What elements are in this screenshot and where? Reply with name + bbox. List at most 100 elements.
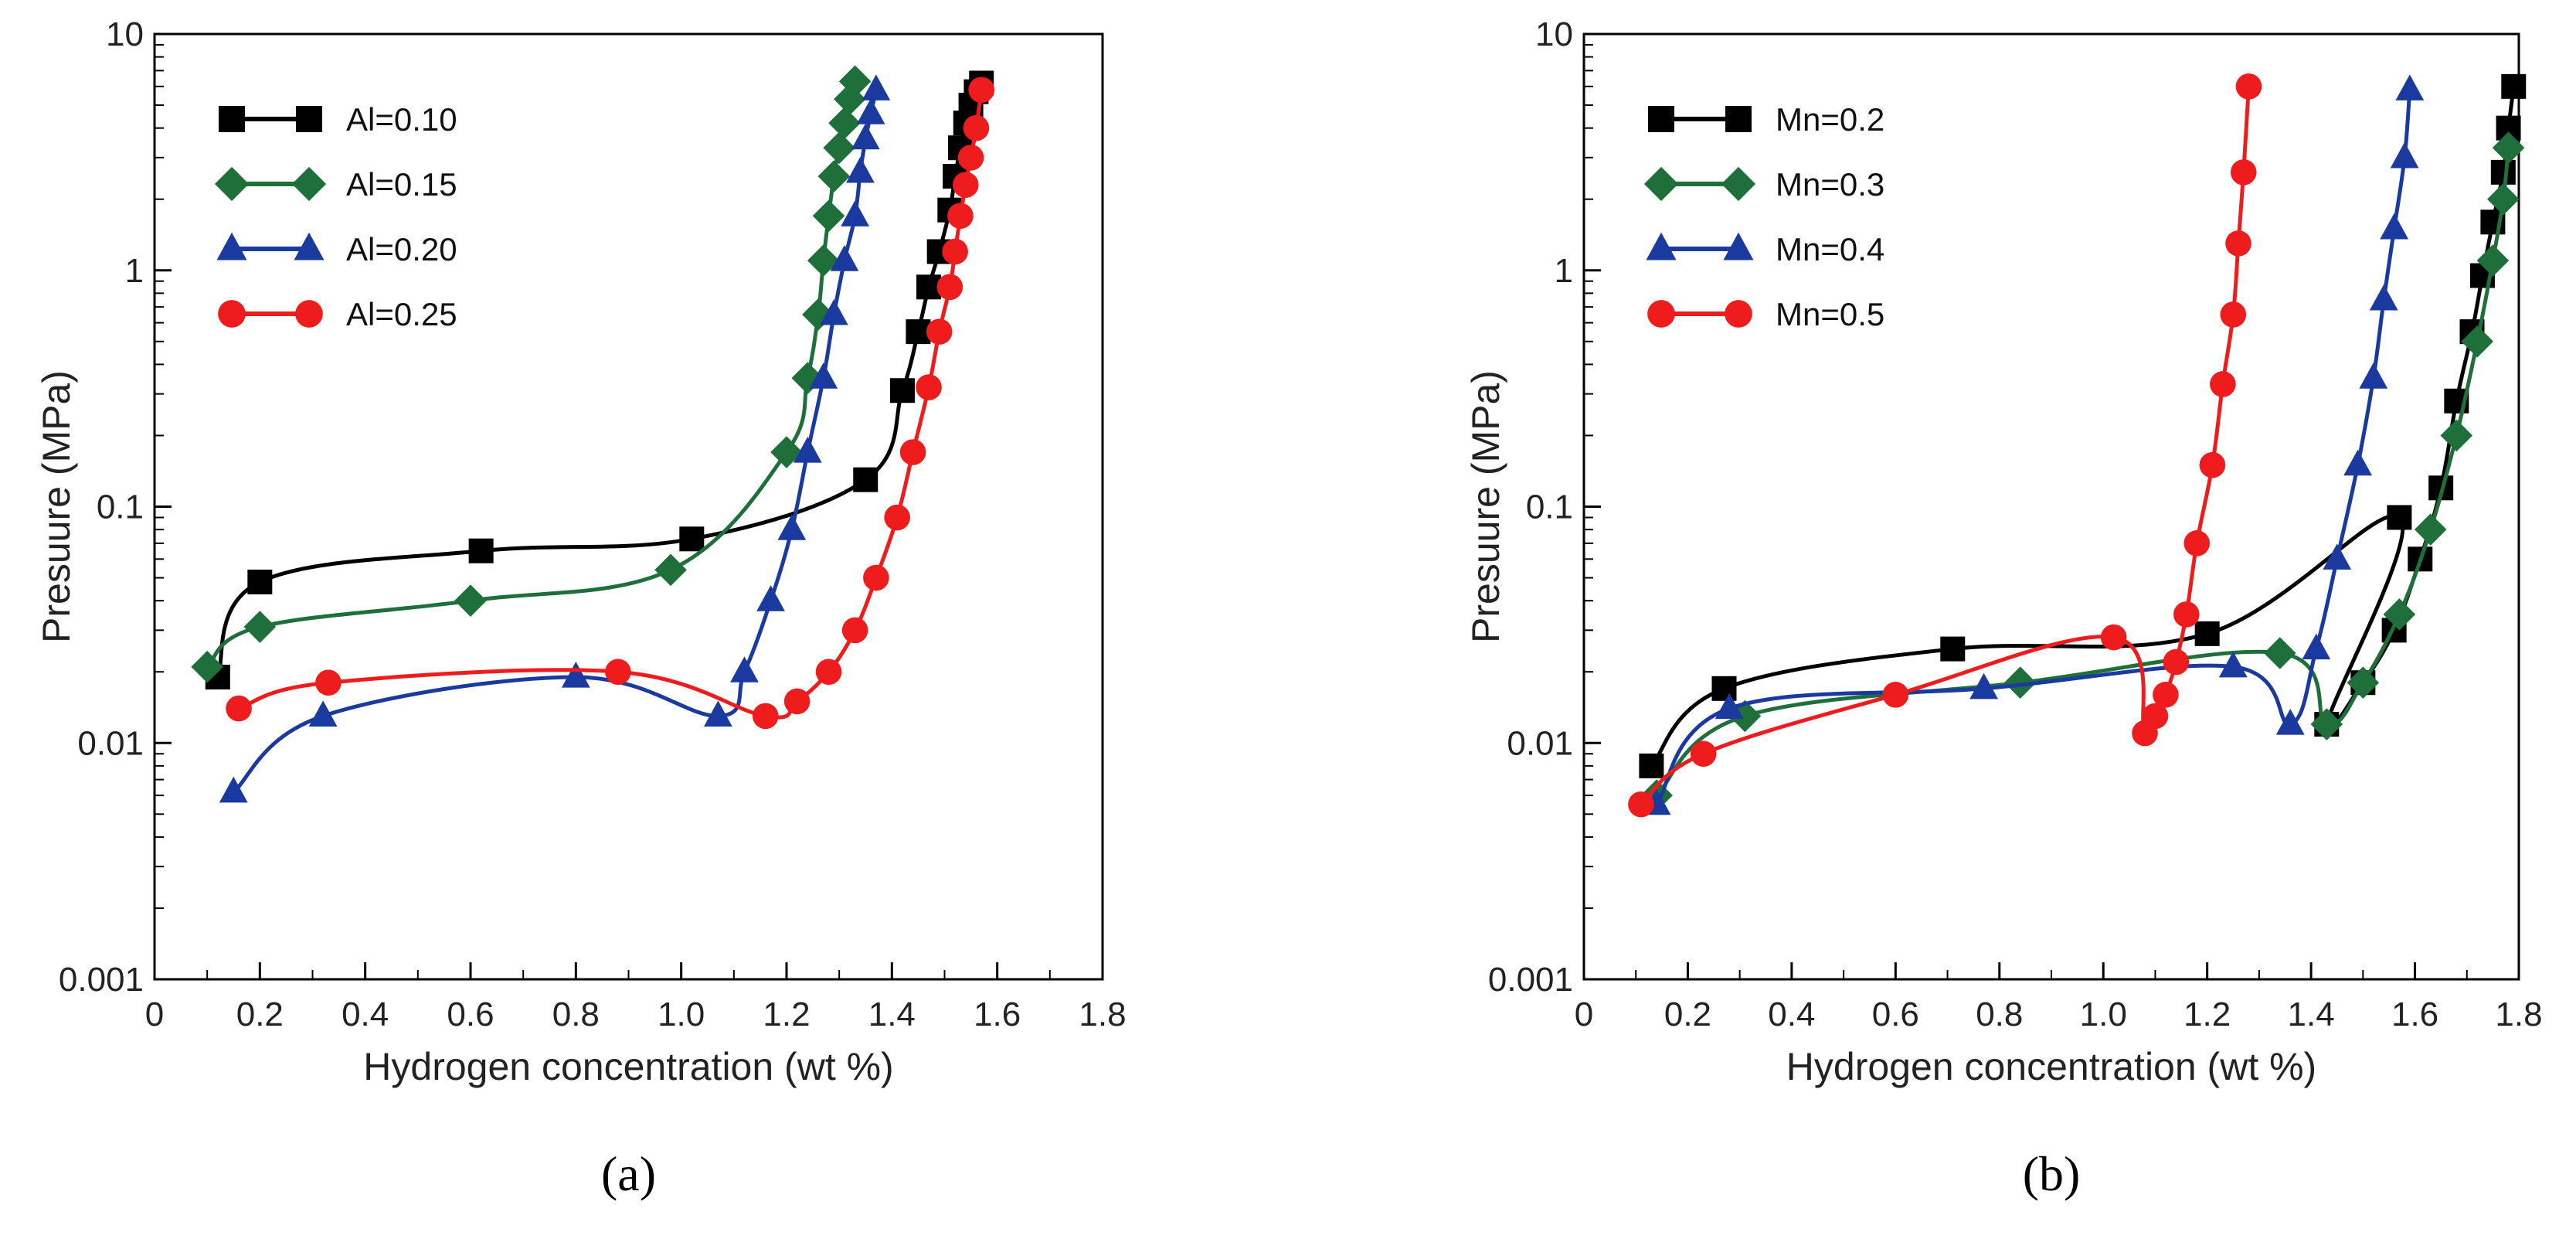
series-Mn=0.4 <box>1642 74 2425 815</box>
x-tick-label: 0 <box>145 996 164 1033</box>
data-point-diamond <box>654 553 687 587</box>
data-point-circle <box>2210 371 2236 397</box>
series-Mn=0.5 <box>1628 73 2262 818</box>
data-point-square <box>2387 505 2412 530</box>
legend-item: Al=0.10 <box>219 101 457 138</box>
y-tick-label: 0.001 <box>1488 961 1573 999</box>
x-tick-label: 0.4 <box>1768 996 1815 1033</box>
x-tick-label: 1.8 <box>2495 996 2542 1033</box>
data-point-circle <box>2142 703 2169 730</box>
data-point-diamond <box>2440 419 2473 452</box>
chart-panel-a: 0.001 0.01 0.1 1 10 0 0.2 0.4 0.6 0.8 1.0 1.2 1.4 1.6… <box>35 15 1127 1201</box>
data-point-circle <box>926 318 953 345</box>
legend-label: Mn=0.4 <box>1776 231 1884 267</box>
chart-a-svg: 0.001 0.01 0.1 1 10 0 0.2 0.4 0.6 0.8 1.0 1.2 1.4 1.6… <box>35 15 1127 1201</box>
legend-marker <box>291 166 327 202</box>
data-point-square <box>679 526 705 552</box>
data-point-triangle <box>2302 633 2331 660</box>
legend-label: Mn=0.3 <box>1776 166 1884 203</box>
x-tick-label: 1.0 <box>658 996 705 1033</box>
data-point-triangle <box>830 245 859 271</box>
data-point-circle <box>963 114 990 141</box>
legend-marker <box>1725 300 1752 328</box>
data-point-triangle <box>2369 284 2398 311</box>
data-point-circle <box>2153 682 2179 708</box>
y-tick-label: 1 <box>1555 252 1573 290</box>
legend-marker <box>296 106 322 132</box>
y-tick-label: 0.1 <box>97 488 144 526</box>
data-point-triangle <box>856 98 885 124</box>
data-point-diamond <box>807 244 840 277</box>
x-axis-title: Hydrogen concentration (wt %) <box>1786 1045 2316 1088</box>
legend-label: Al=0.25 <box>346 296 457 332</box>
data-point-circle <box>968 77 995 104</box>
data-point-square <box>1639 753 1664 778</box>
x-tick-label: 0.2 <box>1664 996 1711 1033</box>
data-point-square <box>2501 73 2527 99</box>
data-point-circle <box>899 439 926 465</box>
data-point-circle <box>841 617 868 644</box>
legend-item: Mn=0.4 <box>1646 231 1884 267</box>
y-tick-label: 10 <box>1535 15 1573 53</box>
data-point-circle <box>226 695 252 722</box>
data-point-square <box>2194 621 2220 646</box>
x-tick-label: 0.8 <box>1976 996 2023 1033</box>
legend-marker <box>294 232 325 260</box>
data-point-circle <box>916 374 942 400</box>
data-point-triangle <box>777 514 807 540</box>
data-point-circle <box>2225 230 2251 257</box>
data-point-triangle <box>2218 651 2248 678</box>
legend-marker <box>1646 232 1677 260</box>
x-tick-label: 1.6 <box>974 996 1021 1033</box>
y-tick-label: 10 <box>106 15 144 53</box>
legend-marker <box>295 300 323 328</box>
data-point-square <box>1711 676 1737 701</box>
y-tick-label: 0.01 <box>77 724 144 762</box>
x-tick-label: 1.4 <box>2288 996 2335 1033</box>
data-point-circle <box>884 504 910 531</box>
series-line <box>206 80 857 669</box>
legend-marker <box>1648 106 1674 132</box>
data-point-circle <box>2235 73 2262 100</box>
x-tick-label: 1.8 <box>1079 996 1126 1033</box>
data-point-diamond <box>2461 325 2494 358</box>
data-point-triangle <box>219 776 248 803</box>
data-point-circle <box>2100 624 2127 651</box>
y-tick-label: 0.001 <box>59 961 144 999</box>
data-point-circle <box>1690 740 1717 768</box>
data-point-triangle <box>851 123 880 150</box>
data-point-circle <box>2220 301 2247 328</box>
legend-item: Al=0.15 <box>214 166 457 203</box>
x-tick-label: 0.6 <box>447 996 494 1033</box>
chart-panel-b: 0.001 0.01 0.1 1 10 0 0.2 0.4 0.6 0.8 1.0 1.2 1.4 1.6… <box>1288 0 2576 1239</box>
data-point-triangle <box>756 585 785 611</box>
data-point-circle <box>942 238 968 265</box>
data-point-triangle <box>846 156 875 183</box>
legend-item: Mn=0.5 <box>1647 296 1884 332</box>
data-point-triangle <box>2359 363 2388 389</box>
legend-label: Mn=0.2 <box>1776 101 1884 138</box>
x-tick-label: 1.2 <box>763 996 810 1033</box>
x-tick-label: 0 <box>1575 996 1593 1033</box>
data-point-square <box>468 538 494 563</box>
data-point-triangle <box>2380 213 2409 240</box>
data-point-triangle <box>1969 672 1999 699</box>
legend-marker <box>214 166 250 202</box>
y-tick-label: 0.1 <box>1526 488 1573 526</box>
data-point-diamond <box>770 436 803 468</box>
data-point-circle <box>2163 648 2190 676</box>
x-axis-title: Hydrogen concentration (wt %) <box>363 1045 893 1088</box>
legend-label: Al=0.10 <box>346 101 457 138</box>
y-axis-title: Presuure (MPa) <box>1464 370 1507 643</box>
panel-label: (b) <box>2023 1146 2081 1201</box>
data-point-square <box>889 378 915 403</box>
x-tick-label: 1.0 <box>2080 996 2127 1033</box>
data-point-triangle <box>730 656 759 682</box>
data-point-triangle <box>703 700 732 727</box>
legend-marker <box>1721 166 1756 202</box>
data-point-square <box>247 569 273 594</box>
legend-marker <box>218 300 246 328</box>
y-tick-label: 0.01 <box>1507 724 1573 762</box>
legend-item: Mn=0.3 <box>1643 166 1884 203</box>
series-line <box>1655 90 2412 806</box>
